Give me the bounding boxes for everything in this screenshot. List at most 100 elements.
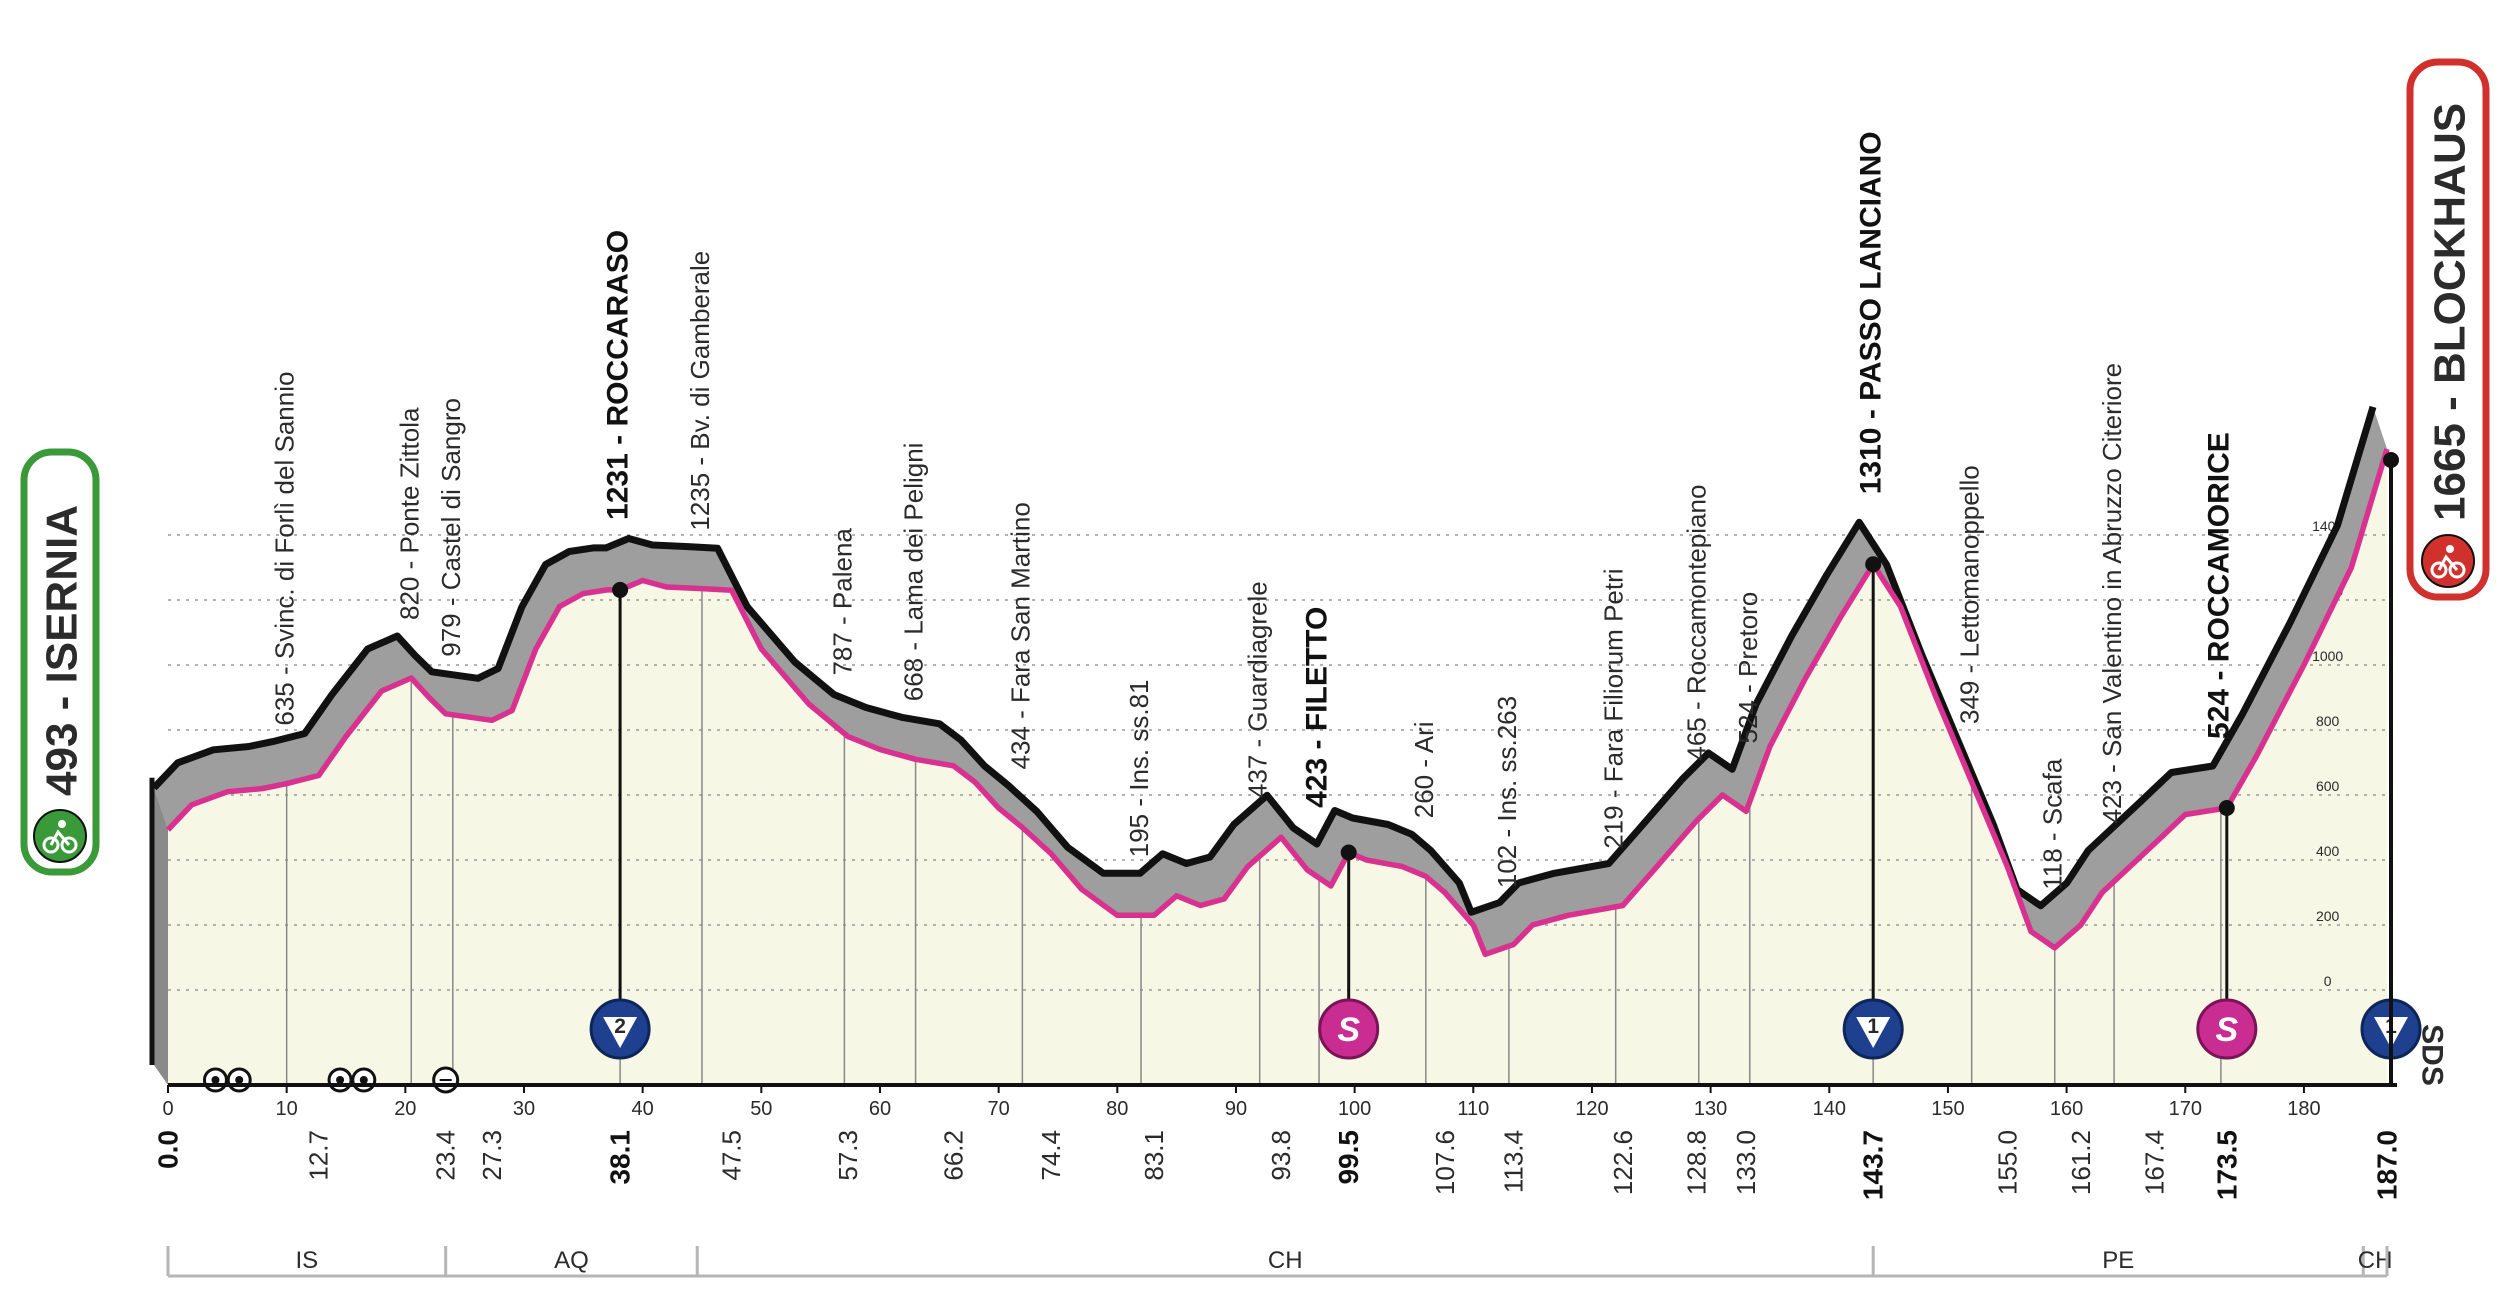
km-label: 107.6: [1430, 1130, 1460, 1195]
start-badge: 493 - ISERNIA: [20, 448, 100, 876]
km-label: 173.5: [2211, 1130, 2242, 1200]
x-tick-label: 150: [1931, 1098, 1964, 1120]
cyclist-icon-body: [49, 829, 71, 846]
waypoint-label: 260 - Ari: [1409, 721, 1439, 818]
province-label: AQ: [554, 1247, 589, 1274]
start-wall: [154, 787, 168, 1085]
waypoint-label: 219 - Fara Filiorum Petri: [1599, 568, 1629, 848]
intermediate-icon-core: [359, 1076, 368, 1084]
km-labels: 0.0 12.7 23.4 27.3 38.1 47.5 57.3 66.2 74.4 83.1 9…: [153, 1130, 2403, 1200]
summit-label: 1231 - ROCCARASO: [602, 230, 635, 520]
km-label: 143.7: [1858, 1130, 1889, 1200]
cyclist-icon-wheel: [60, 836, 78, 854]
km-label: 167.4: [2139, 1130, 2169, 1195]
x-tick-label: 50: [750, 1098, 772, 1120]
waypoint-label: 820 - Ponte Zittola: [394, 407, 424, 620]
road-line: [166, 448, 2390, 958]
waypoint-label: 668 - Lama dei Peligni: [899, 443, 929, 702]
waypoint-label: 1235 - Bv. di Gamberale: [685, 251, 715, 531]
sprint-badge: [2196, 998, 2258, 1060]
start-badge-label: 493 - ISERNIA: [38, 505, 87, 796]
waypoint-label: 437 - Guardiagrele: [1243, 581, 1273, 798]
cyclist-icon-body: [2437, 554, 2459, 571]
plain-layer: [168, 448, 2387, 1085]
intermediate-icon-core: [235, 1076, 244, 1084]
x-tick-label: 0: [162, 1098, 173, 1120]
finish-badge-frame: [2406, 58, 2490, 601]
gpm-triangle-icon: [603, 1017, 638, 1048]
x-tick-label: 60: [869, 1098, 891, 1120]
summit-label: 524 - ROCCAMORICE: [2202, 432, 2235, 739]
sprint-point-dot: [2218, 800, 2235, 816]
km-label: 27.3: [477, 1130, 507, 1181]
km-label: 74.4: [1036, 1130, 1066, 1181]
gpm-category: 2: [614, 1015, 626, 1038]
km-label: 93.8: [1266, 1130, 1296, 1181]
waypoint-label: 349 - Lettomanoppello: [1955, 465, 1985, 724]
km-label: 122.6: [1608, 1130, 1638, 1195]
gpm-triangle-icon: [1856, 1017, 1891, 1048]
cyclist-icon-wheel: [42, 836, 60, 854]
intermediate-icon-core: [336, 1076, 345, 1084]
waypoint-label: 423 - San Valentino in Abruzzo Citeriore: [2097, 363, 2127, 824]
waypoint-label: 524 - Pretoro: [1733, 592, 1763, 744]
sprint-point-dot: [1340, 844, 1357, 861]
province-label: IS: [295, 1247, 318, 1274]
gpm-summit-dot: [1865, 556, 1882, 573]
x-tick-label: 100: [1338, 1098, 1371, 1120]
x-tick-label: 70: [988, 1098, 1010, 1120]
sprint-label: S: [1337, 1011, 1360, 1049]
ridge-line: [151, 405, 2377, 916]
x-tick-label: 110: [1457, 1098, 1489, 1120]
sprint-badge: [1318, 998, 1380, 1060]
finish-badge-label: 1665 - BLOCKHAUS: [2426, 103, 2475, 521]
km-label: 99.5: [1333, 1130, 1364, 1185]
waypoint-labels: 635 - Svinc. di Forlì del Sannio 820 - Po…: [270, 131, 2236, 889]
waypoint-label: 635 - Svinc. di Forlì del Sannio: [270, 372, 300, 726]
cyclist-icon-wheel: [2448, 561, 2466, 579]
km-label: 57.3: [833, 1130, 863, 1181]
km-label: 38.1: [605, 1130, 636, 1185]
x-tick-label: 90: [1225, 1098, 1247, 1120]
x-tick-label: 180: [2287, 1098, 2320, 1120]
elevation-tick-label: 400: [2316, 843, 2340, 859]
x-tick-label: 130: [1694, 1098, 1727, 1120]
finish-badge: 1665 - BLOCKHAUS: [2406, 58, 2490, 601]
km-label: 161.2: [2066, 1130, 2096, 1195]
summit-label: 423 - FILETTO: [1301, 607, 1334, 808]
gpm-summit-dot: [612, 581, 629, 598]
km-label: 83.1: [1139, 1130, 1169, 1181]
km-label: 133.0: [1731, 1130, 1761, 1195]
x-tick-label: 20: [394, 1098, 416, 1120]
finish-dot: [2383, 452, 2399, 468]
elevation-tick-label: 0: [2324, 973, 2332, 989]
sponsor-logo: SDS: [2416, 1024, 2449, 1086]
province-label: PE: [2102, 1247, 2134, 1274]
km-label: 155.0: [1992, 1130, 2022, 1195]
x-tick-label: 30: [513, 1098, 535, 1120]
cyclist-icon-wheel: [2430, 561, 2448, 579]
start-badge-frame: [20, 448, 100, 876]
x-tick-label: 160: [2050, 1098, 2083, 1120]
province-bar: IS AQ CH PE CH: [166, 1246, 2392, 1278]
axis-layer: 0 10 20 30 40 50 60 70 80 90 100 110 120 130 140 150 160…: [162, 452, 2399, 1120]
gpm-category: 1: [1867, 1015, 1879, 1038]
x-tick-label: 80: [1106, 1098, 1128, 1120]
km-label: 187.0: [2372, 1130, 2403, 1200]
cyclist-icon-head: [2446, 545, 2454, 553]
waypoint-label: 787 - Palena: [827, 528, 857, 676]
x-tick-label: 140: [1813, 1098, 1846, 1120]
elevation-tick-label: 600: [2316, 778, 2340, 794]
x-tick-label: 120: [1575, 1098, 1608, 1120]
elevation-tick-label: 200: [2316, 908, 2340, 924]
waypoint-label: 195 - Ins. ss.81: [1124, 679, 1154, 857]
sprint-label: S: [2215, 1011, 2238, 1049]
elevation-tick-label: 800: [2316, 713, 2340, 729]
waypoint-label: 118 - Scafa: [2038, 758, 2068, 890]
waypoint-label: 979 - Castel di Sangro: [436, 398, 466, 657]
summit-label: 1310 - PASSO LANCIANO: [1855, 131, 1888, 494]
waypoint-label: 434 - Fara San Martino: [1005, 502, 1035, 769]
km-label: 66.2: [939, 1130, 969, 1181]
waypoint-label: 465 - Roccamontepiano: [1682, 485, 1712, 761]
